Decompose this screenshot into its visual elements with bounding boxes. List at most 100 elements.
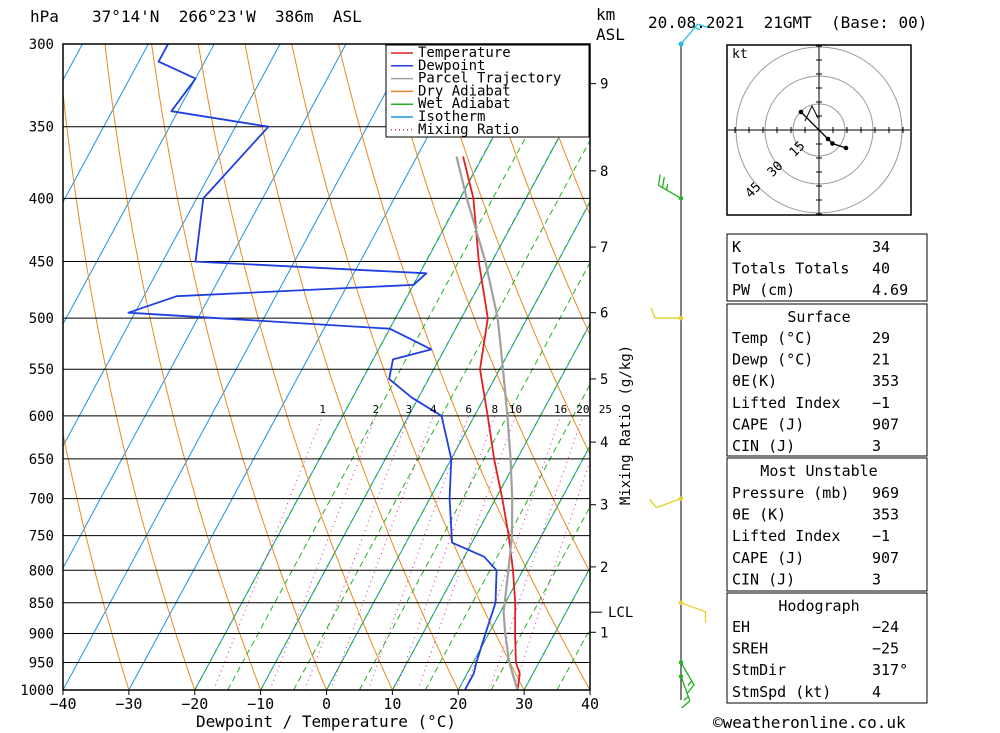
- isotherm-line: [0, 44, 17, 690]
- wind-barb-dot: [678, 600, 684, 605]
- surface-section-title: Surface: [787, 308, 850, 326]
- x-tick-label: −40: [49, 695, 76, 713]
- km-tick-label: 1: [600, 625, 608, 641]
- km-tick-label: 5: [600, 372, 608, 388]
- x-tick-label: 40: [581, 695, 599, 713]
- km-tick-label: 2: [600, 560, 608, 576]
- index-label: CIN (J): [732, 437, 795, 455]
- mixing-ratio-line: [417, 415, 516, 690]
- km-tick-label: 9: [600, 77, 608, 93]
- pressure-tick-label: 550: [29, 362, 54, 378]
- pressure-tick-label: 950: [29, 655, 54, 671]
- run-time: 20.08.2021 21GMT (Base: 00): [648, 13, 927, 32]
- km-tick-label: 7: [600, 240, 608, 256]
- km-tick-label: 6: [600, 306, 608, 322]
- dry-adiabat-line: [291, 44, 525, 690]
- mixing-ratio-label: 1: [319, 403, 326, 416]
- x-tick-label: 30: [515, 695, 533, 713]
- index-value: 353: [872, 506, 899, 524]
- lcl-label: LCL: [608, 605, 633, 621]
- x-tick-label: 20: [449, 695, 467, 713]
- index-value: −24: [872, 618, 899, 636]
- station-location: 37°14'N 266°23'W 386m ASL: [92, 7, 362, 26]
- index-label: K: [732, 238, 741, 256]
- wind-barbs: [648, 23, 709, 709]
- dry-adiabat-line: [946, 44, 1000, 690]
- dry-adiabat-line: [431, 44, 590, 456]
- wind-barb-dot: [678, 315, 684, 321]
- index-label: StmSpd (kt): [732, 683, 831, 701]
- index-value: 353: [872, 372, 899, 390]
- wet-adiabat-line: [227, 44, 577, 690]
- pressure-tick-label: 300: [29, 37, 54, 53]
- pressure-tick-label: 900: [29, 626, 54, 642]
- wind-barb-feather: [681, 700, 691, 709]
- legend-item-label: Dewpoint: [418, 58, 485, 74]
- mixing-ratio-label: 2: [373, 403, 380, 416]
- mixing-ratio-label: 20: [576, 403, 589, 416]
- hpa-unit-label: hPa: [30, 7, 59, 26]
- hodograph-section-title: Hodograph: [778, 597, 859, 615]
- mixing-ratio-line: [367, 415, 470, 690]
- indices-hodograph-box: [726, 592, 928, 704]
- x-tick-label: −30: [115, 695, 142, 713]
- index-value: −25: [872, 640, 899, 658]
- x-tick-label: 10: [383, 695, 401, 713]
- wind-barb-feather: [686, 684, 695, 694]
- mixing-ratio-label: 8: [491, 403, 498, 416]
- index-label: θE (K): [732, 506, 786, 524]
- pressure-tick-label: 650: [29, 452, 54, 468]
- isotherm-line: [63, 44, 347, 570]
- legend-box: [385, 44, 590, 138]
- mixing-ratio-line: [512, 459, 590, 690]
- pressure-tick-label: 1000: [20, 683, 54, 699]
- km-tick-label: 3: [600, 498, 608, 514]
- wind-barb-staff: [680, 676, 691, 702]
- wet-adiabat-line: [358, 261, 590, 690]
- asl-unit-label: ASL: [596, 25, 625, 44]
- index-label: CAPE (J): [732, 549, 804, 567]
- wind-barb-feather: [657, 174, 661, 186]
- most-unstable-section-title: Most Unstable: [760, 462, 877, 480]
- x-axis-title: Dewpoint / Temperature (°C): [196, 712, 456, 731]
- mixing-ratio-label: 25: [599, 403, 612, 416]
- indices-surface-box: [726, 303, 928, 457]
- mixing-ratio-line: [269, 415, 377, 690]
- index-label: EH: [732, 618, 750, 636]
- mixing-ratio-label: 4: [430, 403, 437, 416]
- storm-motion-marker: [804, 104, 819, 122]
- pressure-tick-label: 500: [29, 311, 54, 327]
- sounding-series: [127, 44, 521, 690]
- legend-item-label: Dry Adiabat: [418, 83, 511, 99]
- dry-adiabat-line: [244, 44, 459, 690]
- index-value: 3: [872, 570, 881, 588]
- index-value: 3: [872, 437, 881, 455]
- hodograph-point: [843, 145, 849, 151]
- wind-barb-staff: [656, 498, 682, 509]
- wind-barb-staff: [658, 184, 682, 199]
- dry-adiabat-line: [992, 44, 1000, 690]
- km-unit-label: km: [596, 5, 615, 24]
- wind-barb-feather: [650, 307, 656, 319]
- legend-item-label: Parcel Trajectory: [418, 71, 561, 87]
- pressure-tick-label: 600: [29, 409, 54, 425]
- index-label: Pressure (mb): [732, 484, 849, 502]
- index-label: StmDir: [732, 661, 786, 679]
- index-value: 4.69: [872, 281, 908, 299]
- pressure-tick-label: 450: [29, 255, 54, 271]
- wind-barb-feather: [683, 695, 689, 701]
- series-parcel-trajectory: [455, 156, 519, 690]
- dry-adiabat-line: [151, 44, 327, 690]
- pressure-tick-label: 750: [29, 529, 54, 545]
- legend-item-label: Wet Adiabat: [418, 96, 511, 112]
- index-label: CAPE (J): [732, 415, 804, 433]
- index-value: 40: [872, 260, 890, 278]
- wind-barb-dot: [678, 41, 684, 47]
- mixing-ratio-label: 10: [509, 403, 522, 416]
- index-value: −1: [872, 527, 890, 545]
- index-value: 907: [872, 549, 899, 567]
- wind-barb-dot: [678, 196, 684, 201]
- pressure-tick-label: 800: [29, 563, 54, 579]
